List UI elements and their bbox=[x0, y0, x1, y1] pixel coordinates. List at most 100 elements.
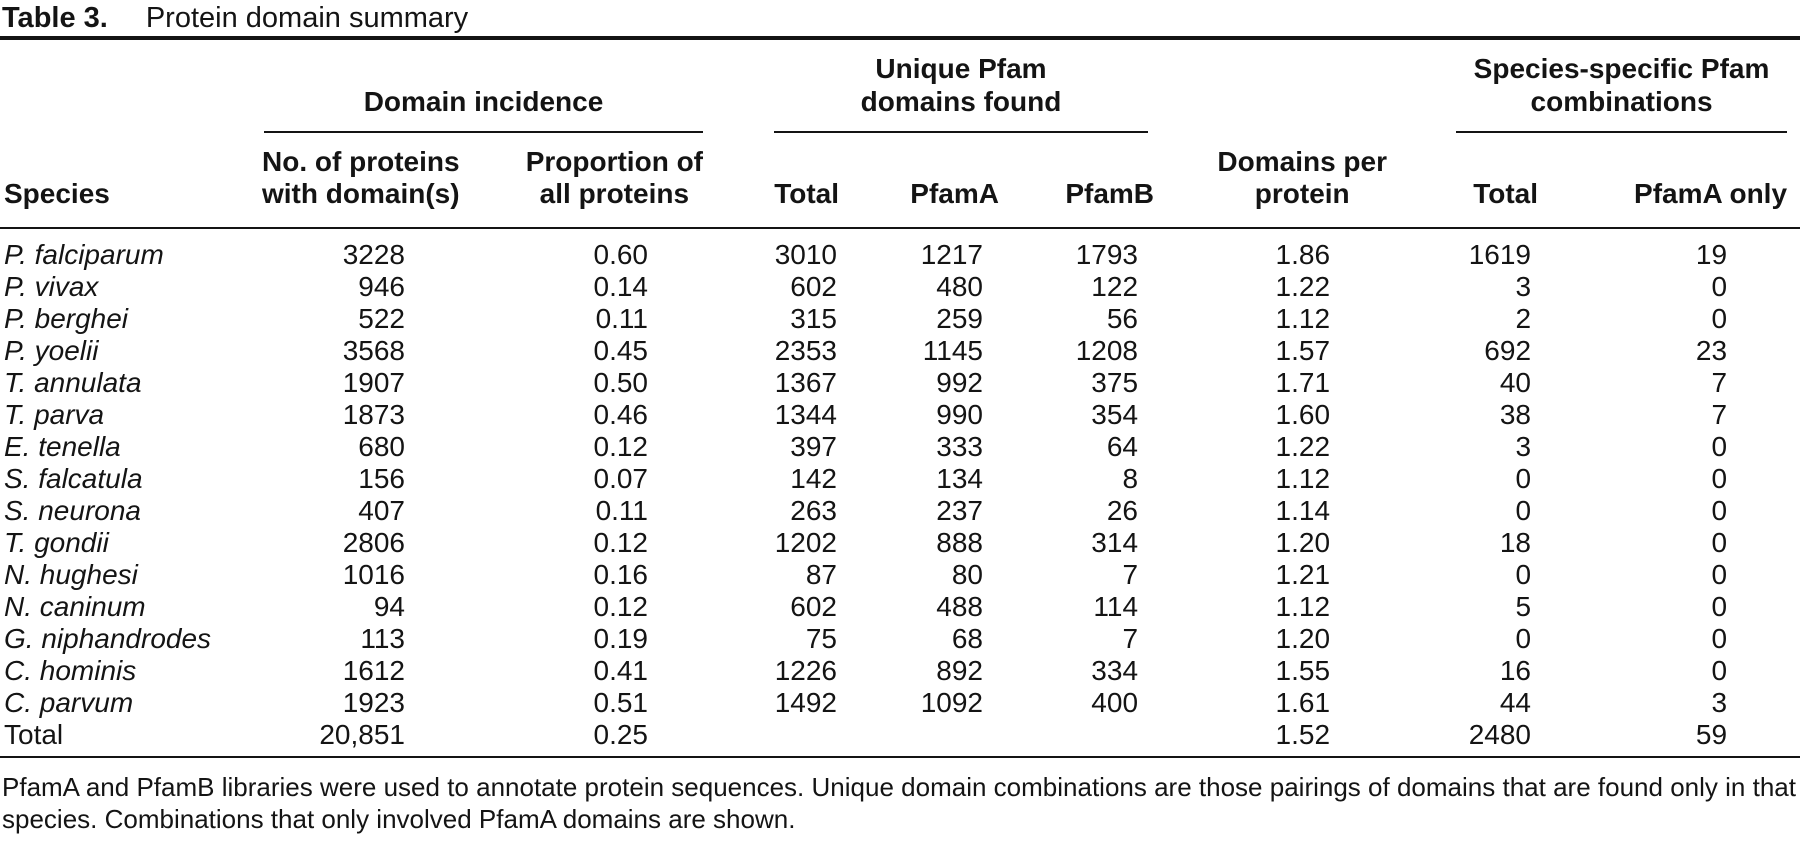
table-row: P. berghei 522 0.11 315 259 56 1.12 2 0 bbox=[0, 303, 1800, 335]
species-name: N. caninum bbox=[4, 591, 146, 622]
table-cell: 354 bbox=[1091, 399, 1139, 430]
table-cell: 87 bbox=[805, 559, 837, 590]
table-cell: 1.60 bbox=[1275, 399, 1331, 430]
table-cell: 1.55 bbox=[1275, 655, 1331, 686]
table-cell: 0 bbox=[1711, 623, 1728, 654]
table-cell: 400 bbox=[1091, 687, 1139, 718]
table-cell: 259 bbox=[936, 303, 983, 334]
table-cell: 0.41 bbox=[593, 655, 649, 686]
table-row: S. falcatula 156 0.07 142 134 8 1.12 0 0 bbox=[0, 463, 1800, 495]
spanner-header-row: Domain incidence Unique Pfam domains fou… bbox=[0, 40, 1800, 133]
table-row: S. neurona 407 0.11 263 237 26 1.14 0 0 bbox=[0, 495, 1800, 527]
table-cell: 8 bbox=[1122, 463, 1139, 494]
table-cell: 1.12 bbox=[1275, 463, 1331, 494]
table-cell: 122 bbox=[1091, 271, 1139, 302]
table-cell: 946 bbox=[358, 271, 405, 302]
table-cell: 40 bbox=[1499, 367, 1532, 398]
species-name: P. vivax bbox=[4, 271, 99, 302]
table-cell: 2480 bbox=[1468, 719, 1532, 750]
table-footnote: PfamA and PfamB libraries were used to a… bbox=[2, 772, 1796, 834]
column-header-proportion: Proportion of all proteins bbox=[465, 133, 703, 229]
table-cell bbox=[839, 719, 999, 757]
table-cell: 1619 bbox=[1468, 239, 1532, 270]
species-name: S. falcatula bbox=[4, 463, 143, 494]
table-cell: 0 bbox=[1711, 463, 1728, 494]
spanner-domain-incidence-label: Domain incidence bbox=[363, 86, 604, 117]
table-cell: 522 bbox=[358, 303, 405, 334]
column-header-pfama: PfamA bbox=[839, 133, 999, 229]
table-cell: 2353 bbox=[774, 335, 837, 366]
table-cell: 375 bbox=[1091, 367, 1139, 398]
table-row: T. parva 1873 0.46 1344 990 354 1.60 38 7 bbox=[0, 399, 1800, 431]
table-cell: 888 bbox=[936, 527, 983, 558]
table-cell: 1873 bbox=[342, 399, 405, 430]
table-cell: 0 bbox=[1711, 271, 1728, 302]
species-name: G. niphandrodes bbox=[4, 623, 212, 654]
species-name: T. parva bbox=[4, 399, 105, 430]
species-name: T. annulata bbox=[4, 367, 142, 398]
spanner-spacer bbox=[0, 40, 262, 133]
table-cell: 0 bbox=[1515, 559, 1532, 590]
table-cell: 0 bbox=[1711, 559, 1728, 590]
table-cell: 1.57 bbox=[1275, 335, 1331, 366]
table-cell: 1.14 bbox=[1275, 495, 1331, 526]
table-cell: 1217 bbox=[920, 239, 983, 270]
table-cell: 0 bbox=[1515, 495, 1532, 526]
table-cell: 7 bbox=[1122, 623, 1139, 654]
table-cell: 1.21 bbox=[1275, 559, 1331, 590]
table-cell: 7 bbox=[1711, 367, 1728, 398]
table-cell: 7 bbox=[1122, 559, 1139, 590]
table-cell: 5 bbox=[1515, 591, 1532, 622]
table-cell: 237 bbox=[936, 495, 983, 526]
table-cell: 16 bbox=[1499, 655, 1532, 686]
table-cell: 0.11 bbox=[595, 495, 648, 526]
table-cell: 1492 bbox=[774, 687, 837, 718]
spanner-domain-incidence: Domain incidence bbox=[262, 40, 703, 133]
species-name: C. hominis bbox=[4, 655, 137, 686]
table-cell: 1.22 bbox=[1275, 431, 1331, 462]
table-cell: 1.71 bbox=[1275, 367, 1331, 398]
species-name: C. parvum bbox=[4, 687, 134, 718]
column-header-pfama-only: PfamA only bbox=[1538, 133, 1800, 229]
table-cell: 0.11 bbox=[595, 303, 648, 334]
top-rule bbox=[0, 36, 1800, 40]
table-row: P. falciparum 3228 0.60 3010 1217 1793 1.86 161… bbox=[0, 228, 1800, 271]
table-cell: 59 bbox=[1695, 719, 1728, 750]
column-header-pfamb: PfamB bbox=[999, 133, 1155, 229]
table-cell: 1.61 bbox=[1275, 687, 1331, 718]
table-cell bbox=[703, 719, 839, 757]
protein-domain-summary-table: Domain incidence Unique Pfam domains fou… bbox=[0, 40, 1800, 758]
table-cell: 315 bbox=[790, 303, 837, 334]
table-row: Total 20,851 0.25 1.52 2480 59 bbox=[0, 719, 1800, 757]
table-row: C. parvum 1923 0.51 1492 1092 400 1.61 44 3 bbox=[0, 687, 1800, 719]
spanner-spacer bbox=[1154, 40, 1387, 133]
column-header-row: Species No. of proteins with domain(s) P… bbox=[0, 133, 1800, 229]
table-cell: 692 bbox=[1484, 335, 1532, 366]
table-title: Protein domain summary bbox=[145, 2, 469, 34]
table-cell: 20,851 bbox=[319, 719, 405, 750]
table-cell: 0 bbox=[1515, 623, 1532, 654]
table-cell: 2 bbox=[1515, 303, 1532, 334]
table-cell: 3 bbox=[1515, 431, 1532, 462]
table-row: P. yoelii 3568 0.45 2353 1145 1208 1.57 692 23 bbox=[0, 335, 1800, 367]
table-cell: 0.12 bbox=[593, 591, 649, 622]
table-cell: 75 bbox=[805, 623, 837, 654]
table-cell: 3568 bbox=[342, 335, 405, 366]
table-cell: 0.14 bbox=[593, 271, 649, 302]
table-cell: 94 bbox=[373, 591, 405, 622]
table-cell: 0 bbox=[1711, 527, 1728, 558]
table-cell: 1907 bbox=[342, 367, 405, 398]
table-cell bbox=[999, 719, 1154, 757]
table-cell: 38 bbox=[1499, 399, 1532, 430]
table-cell: 0 bbox=[1711, 431, 1728, 462]
table-cell: 1.52 bbox=[1275, 719, 1331, 750]
table-cell: 142 bbox=[790, 463, 837, 494]
table-cell: 263 bbox=[790, 495, 837, 526]
table-cell: 602 bbox=[790, 591, 837, 622]
table-cell: 3228 bbox=[342, 239, 405, 270]
table-cell: 18 bbox=[1499, 527, 1532, 558]
column-header-combinations-total: Total bbox=[1387, 133, 1539, 229]
table-cell: 0.51 bbox=[593, 687, 649, 718]
table-cell: 0 bbox=[1711, 303, 1728, 334]
column-header-proportion-label: Proportion of all proteins bbox=[525, 146, 703, 209]
